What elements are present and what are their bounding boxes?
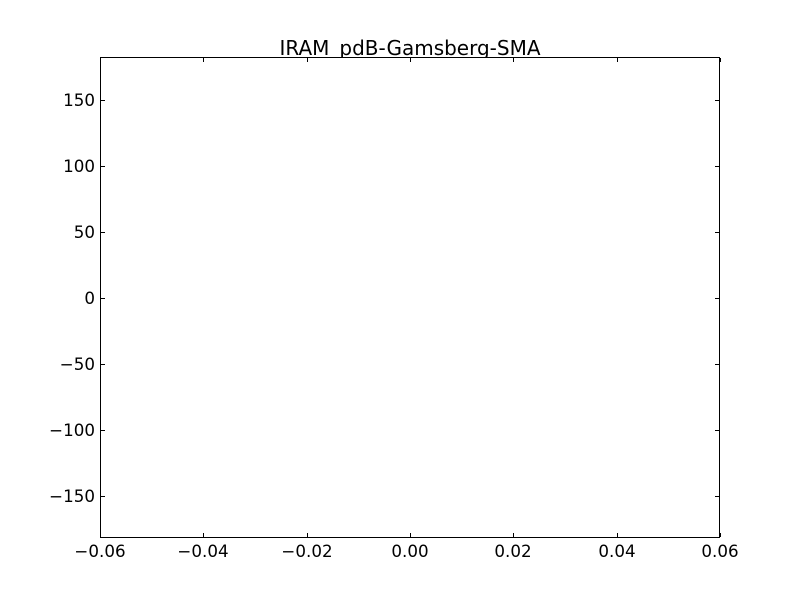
y-tick-label: 50 bbox=[73, 222, 95, 242]
y-tick-mark-right bbox=[715, 100, 719, 101]
y-tick-label: 0 bbox=[84, 288, 95, 308]
y-tick-mark-left bbox=[101, 100, 105, 101]
x-tick-mark-top bbox=[203, 58, 204, 62]
x-tick-mark-bottom bbox=[307, 533, 308, 537]
y-tick-mark-right bbox=[715, 298, 719, 299]
y-tick-label: −50 bbox=[59, 354, 95, 374]
chart-title: IRAM_pdB-Gamsberg-SMA bbox=[279, 36, 541, 60]
x-tick-mark-top bbox=[410, 58, 411, 62]
y-tick-mark-right bbox=[715, 232, 719, 233]
y-tick-label: 150 bbox=[63, 90, 95, 110]
y-tick-mark-right bbox=[715, 364, 719, 365]
x-tick-label: −0.04 bbox=[177, 541, 229, 561]
x-tick-mark-top bbox=[617, 58, 618, 62]
x-tick-mark-top bbox=[513, 58, 514, 62]
x-tick-mark-bottom bbox=[720, 533, 721, 537]
y-tick-mark-right bbox=[715, 496, 719, 497]
plot-area bbox=[100, 57, 720, 538]
x-tick-label: 0.00 bbox=[391, 541, 429, 561]
x-tick-label: −0.06 bbox=[74, 541, 126, 561]
x-tick-mark-bottom bbox=[410, 533, 411, 537]
y-tick-mark-left bbox=[101, 430, 105, 431]
y-tick-label: −100 bbox=[49, 420, 95, 440]
y-tick-mark-right bbox=[715, 166, 719, 167]
x-tick-mark-bottom bbox=[513, 533, 514, 537]
x-tick-label: 0.04 bbox=[598, 541, 636, 561]
x-tick-label: 0.06 bbox=[701, 541, 739, 561]
x-tick-mark-bottom bbox=[617, 533, 618, 537]
x-tick-mark-bottom bbox=[100, 533, 101, 537]
y-tick-label: 100 bbox=[63, 156, 95, 176]
y-tick-mark-left bbox=[101, 166, 105, 167]
x-tick-mark-top bbox=[307, 58, 308, 62]
x-tick-mark-top bbox=[100, 58, 101, 62]
y-tick-mark-left bbox=[101, 364, 105, 365]
x-tick-label: 0.02 bbox=[494, 541, 532, 561]
x-tick-mark-top bbox=[720, 58, 721, 62]
x-tick-label: −0.02 bbox=[281, 541, 333, 561]
y-tick-mark-right bbox=[715, 430, 719, 431]
y-tick-mark-left bbox=[101, 232, 105, 233]
y-tick-mark-left bbox=[101, 496, 105, 497]
y-tick-mark-left bbox=[101, 298, 105, 299]
y-tick-label: −150 bbox=[49, 486, 95, 506]
x-tick-mark-bottom bbox=[203, 533, 204, 537]
